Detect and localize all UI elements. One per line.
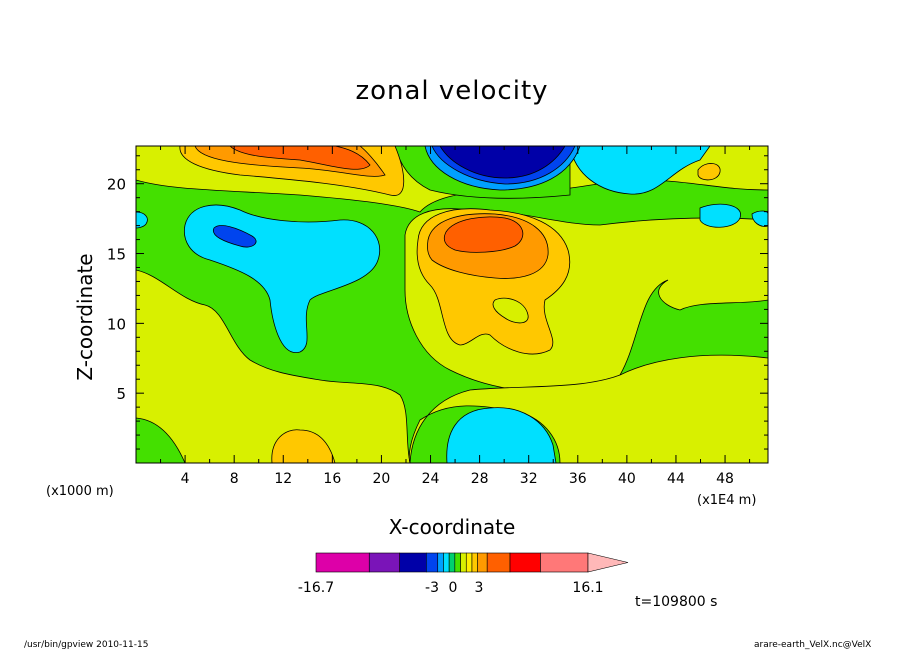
- x-tick-label: 24: [422, 471, 440, 487]
- chart-title: zonal velocity: [355, 76, 549, 106]
- contour-band-cyan-leftedge: [136, 211, 148, 229]
- time-annotation: t=109800 s: [635, 594, 718, 610]
- colorbar-segment: [437, 552, 444, 573]
- colorbar-segment: [315, 552, 370, 573]
- contour-band-yellow-hole: [492, 297, 529, 324]
- x-tick-label: 36: [569, 471, 587, 487]
- y-tick-label: 10: [107, 315, 126, 333]
- contour-band-cyan-bottom: [446, 407, 557, 463]
- colorbar-segment: [454, 552, 461, 573]
- contour-band-navy-top: [439, 146, 566, 179]
- y-tick-label: 5: [116, 385, 126, 403]
- colorbar-segment: [471, 552, 478, 573]
- y-tick-label: 15: [107, 246, 126, 264]
- x-axis-label: X-coordinate: [388, 515, 516, 539]
- colorbar-label: -16.7: [298, 580, 334, 596]
- contour-band-cyan-top: [569, 146, 711, 195]
- colorbar-segment: [426, 552, 439, 573]
- contour-band-red-orange-top: [229, 146, 371, 170]
- x-tick-label: 48: [716, 471, 734, 487]
- contour-band-orange-right: [697, 163, 721, 181]
- contour-band-orange-bottom: [271, 429, 336, 463]
- colorbar-segment: [486, 552, 511, 573]
- plot-frame: [135, 145, 769, 464]
- colorbar-segment: [448, 552, 456, 573]
- contour-band-red-orange-center: [443, 216, 524, 253]
- colorbar-arrow: [587, 552, 629, 573]
- contour-band-yellow-lower: [408, 354, 768, 463]
- contour-band-cyan-right: [699, 203, 741, 228]
- colorbar-segment: [465, 552, 473, 573]
- contour-field: [136, 146, 768, 463]
- contour-band-blue-left: [212, 225, 257, 248]
- colorbar-segment: [368, 552, 400, 573]
- y-axis-ticks: 5 10 15 20: [107, 155, 768, 450]
- x-tick-label: 16: [323, 471, 341, 487]
- x-tick-label: 4: [181, 471, 190, 487]
- colorbar-label: 16.1: [572, 580, 603, 596]
- colorbar-segment: [460, 552, 467, 573]
- x-tick-label: 8: [230, 471, 239, 487]
- footer-right: arare-earth_VelX.nc@VelX: [754, 640, 872, 650]
- footer-left: /usr/bin/gpview 2010-11-15: [24, 640, 149, 650]
- colorbar-segment: [399, 552, 427, 573]
- x-tick-label: 44: [667, 471, 685, 487]
- contour-band-cyan-edge: [751, 210, 768, 227]
- x-unit-right: (x1E4 m): [697, 493, 757, 508]
- x-unit-left: (x1000 m): [46, 484, 114, 499]
- colorbar-segment: [477, 552, 488, 573]
- colorbar: -16.7 -3 0 3 16.1: [298, 552, 629, 596]
- contour-band-yellow-left: [136, 269, 411, 463]
- x-axis-ticks: 4 8 12 16 20 24 28 32 36 40 44 48: [160, 146, 751, 487]
- x-tick-label: 40: [618, 471, 636, 487]
- y-axis-label: Z-coordinate: [73, 253, 97, 381]
- colorbar-segment: [540, 552, 589, 573]
- colorbar-segment: [443, 552, 450, 573]
- x-tick-label: 32: [520, 471, 538, 487]
- colorbar-segment: [509, 552, 541, 573]
- colorbar-label: 3: [475, 580, 484, 596]
- x-tick-label: 28: [471, 471, 489, 487]
- colorbar-label: -3: [425, 580, 439, 596]
- y-tick-label: 20: [107, 176, 126, 194]
- x-tick-label: 20: [373, 471, 391, 487]
- colorbar-label: 0: [449, 580, 458, 596]
- x-tick-label: 12: [274, 471, 292, 487]
